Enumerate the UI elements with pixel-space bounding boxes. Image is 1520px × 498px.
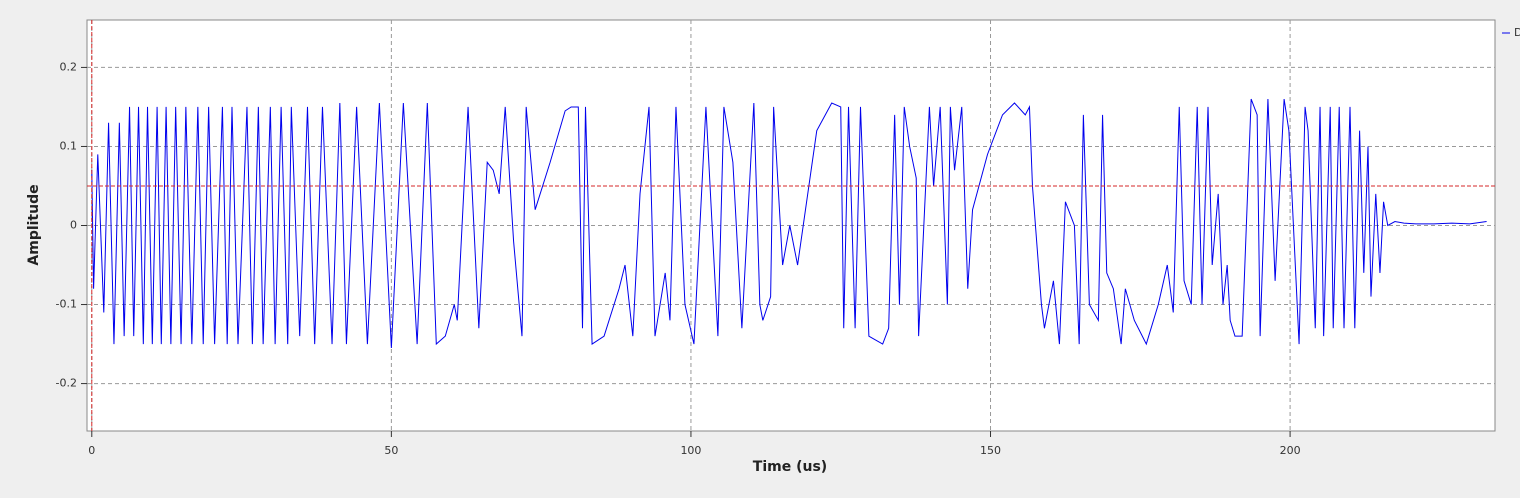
- x-tick-label: 200: [1280, 444, 1301, 457]
- y-tick-label: -0.1: [56, 298, 77, 311]
- y-tick-label: 0.2: [60, 60, 78, 73]
- x-tick-label: 50: [384, 444, 398, 457]
- x-tick-label: 150: [980, 444, 1001, 457]
- x-axis-label: Time (us): [753, 459, 827, 475]
- y-tick-label: 0: [70, 219, 77, 232]
- y-axis-label: Amplitude: [26, 184, 42, 265]
- legend-label: D: [1514, 26, 1520, 39]
- y-tick-label: -0.2: [56, 377, 77, 390]
- x-tick-label: 100: [680, 444, 701, 457]
- x-tick-label: 0: [88, 444, 95, 457]
- y-tick-label: 0.1: [60, 139, 78, 152]
- series-line: [91, 98, 1487, 349]
